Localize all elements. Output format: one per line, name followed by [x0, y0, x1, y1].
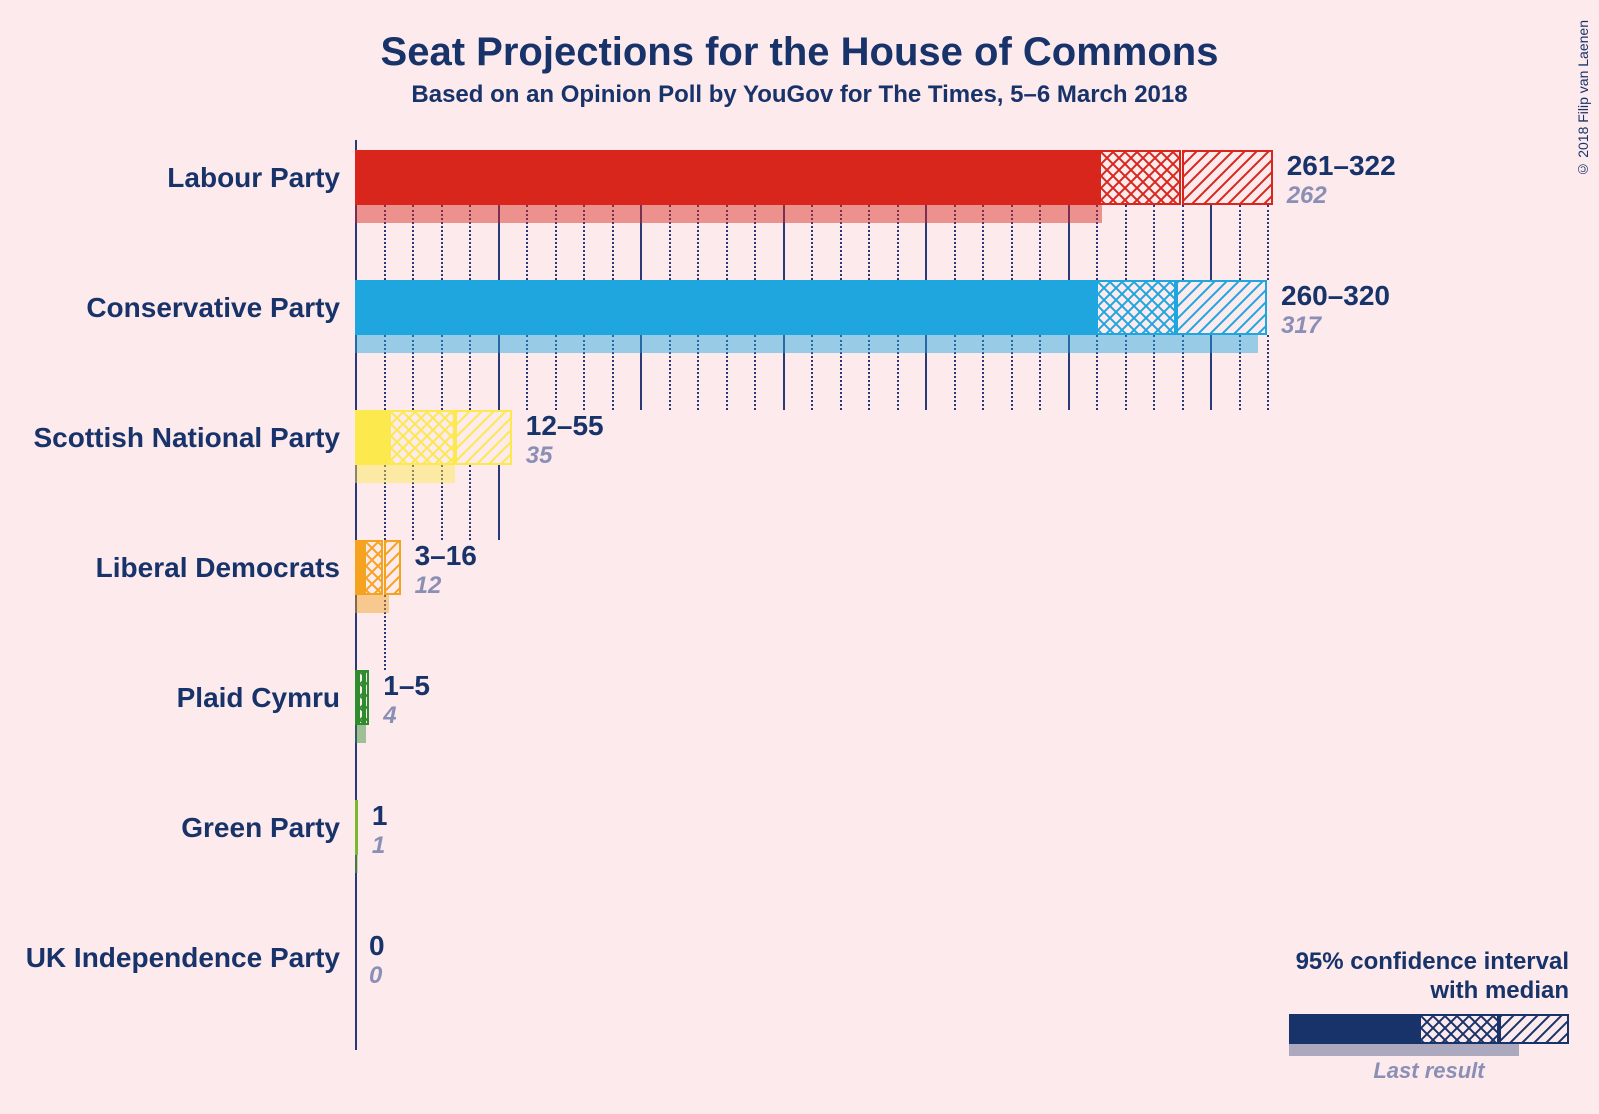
- party-label: Green Party: [181, 812, 340, 844]
- party-label: Plaid Cymru: [177, 682, 340, 714]
- bar-ci-low: [355, 150, 1099, 205]
- seat-projection-chart: Labour Party 261–322262 Conservative Party…: [80, 140, 1520, 1050]
- bar-last-result: [355, 725, 366, 743]
- bar-last-result: [355, 595, 389, 613]
- bar-ci-high: [364, 670, 370, 725]
- legend-bar-high: [1499, 1014, 1569, 1044]
- legend-bar-median: [1419, 1014, 1499, 1044]
- party-label: Conservative Party: [86, 292, 340, 324]
- bar-ci-low: [355, 410, 389, 465]
- party-label: Liberal Democrats: [96, 552, 340, 584]
- bar-ci-high: [1176, 280, 1267, 335]
- bar-ci-median: [1096, 280, 1176, 335]
- value-range: 260–320: [1281, 280, 1390, 312]
- party-row: Liberal Democrats 3–1612: [80, 530, 1520, 650]
- value-range: 12–55: [526, 410, 604, 442]
- value-last: 4: [383, 702, 396, 730]
- legend-title: 95% confidence intervalwith median: [1269, 948, 1569, 1006]
- value-range: 261–322: [1287, 150, 1396, 182]
- legend-bar-sample: [1289, 1014, 1569, 1044]
- legend-last-result-label: Last result: [1289, 1058, 1569, 1084]
- value-last: 317: [1281, 312, 1321, 340]
- value-last: 1: [372, 832, 385, 860]
- bar-ci-low: [355, 540, 364, 595]
- bar-ci-high: [455, 410, 512, 465]
- bar-ci-median: [364, 540, 384, 595]
- party-row: Green Party 11: [80, 790, 1520, 910]
- bar-last-result: [355, 205, 1102, 223]
- chart-legend: 95% confidence intervalwith median Last …: [1269, 948, 1569, 1084]
- value-last: 35: [526, 442, 553, 470]
- chart-subtitle: Based on an Opinion Poll by YouGov for T…: [0, 81, 1599, 109]
- value-range: 1–5: [383, 670, 430, 702]
- value-last: 262: [1287, 182, 1327, 210]
- value-range: 3–16: [415, 540, 477, 572]
- legend-bar-low: [1289, 1014, 1419, 1044]
- bar-ci-median: [1099, 150, 1182, 205]
- bar-last-result: [355, 855, 358, 873]
- value-last: 12: [415, 572, 442, 600]
- party-label: Labour Party: [167, 162, 340, 194]
- chart-title: Seat Projections for the House of Common…: [0, 0, 1599, 75]
- bar-ci-low: [355, 280, 1096, 335]
- bar-ci-low: [355, 800, 358, 855]
- party-label: Scottish National Party: [33, 422, 340, 454]
- bar-ci-high: [384, 540, 401, 595]
- bar-last-result: [355, 335, 1258, 353]
- bar-ci-high: [1182, 150, 1273, 205]
- value-last: 0: [369, 962, 382, 990]
- copyright-text: © 2018 Filip van Laenen: [1575, 20, 1591, 178]
- value-range: 0: [369, 930, 385, 962]
- party-row: Plaid Cymru 1–54: [80, 660, 1520, 780]
- party-row: Scottish National Party12–5535: [80, 400, 1520, 520]
- bar-ci-median: [389, 410, 455, 465]
- party-label: UK Independence Party: [26, 942, 340, 974]
- value-range: 1: [372, 800, 388, 832]
- party-row: Labour Party 261–322262: [80, 140, 1520, 260]
- party-row: Conservative Party 260–320317: [80, 270, 1520, 390]
- bar-last-result: [355, 465, 455, 483]
- legend-bar-last: [1289, 1044, 1519, 1056]
